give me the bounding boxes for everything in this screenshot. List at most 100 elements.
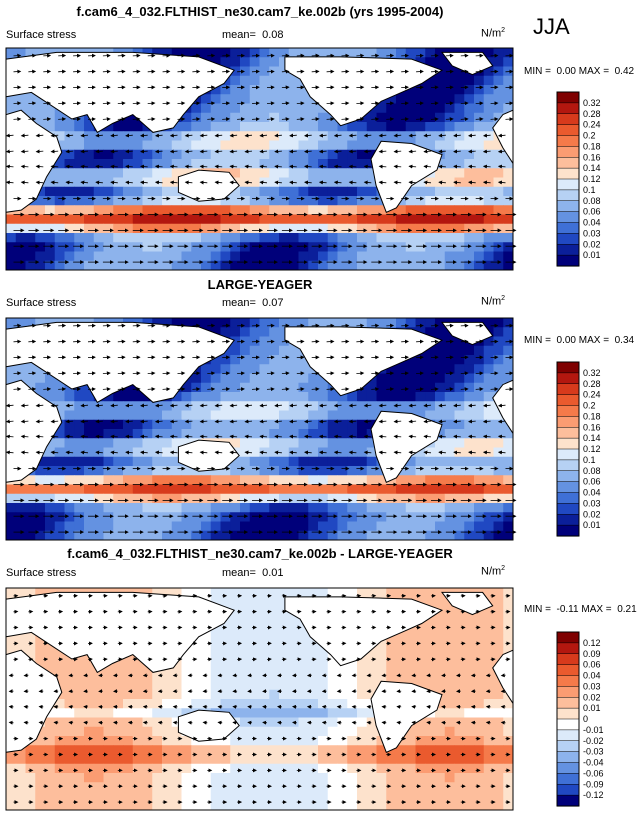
field-cell — [503, 726, 514, 737]
field-cell — [64, 745, 75, 755]
continent-outline — [177, 709, 240, 742]
field-cell — [454, 475, 465, 485]
field-cell — [84, 233, 95, 243]
field-cell — [493, 680, 504, 691]
stress-vector — [244, 149, 253, 154]
field-cell — [191, 419, 202, 430]
stress-vector — [371, 387, 380, 392]
stress-vector — [318, 164, 327, 169]
field-cell — [308, 717, 319, 728]
field-cell — [425, 597, 436, 607]
field-cell — [84, 745, 95, 755]
stress-vector — [274, 434, 282, 439]
stress-vector — [274, 180, 282, 185]
field-cell — [54, 512, 65, 522]
field-cell — [483, 214, 494, 225]
field-cell — [113, 214, 124, 225]
field-cell — [444, 122, 455, 132]
field-cell — [45, 438, 56, 448]
field-cell — [337, 708, 348, 718]
field-cell — [103, 447, 114, 458]
field-cell — [162, 168, 173, 178]
field-cell — [181, 260, 192, 271]
field-cell — [6, 103, 17, 114]
field-cell — [405, 260, 416, 271]
field-cell — [396, 260, 407, 271]
field-cell — [444, 530, 455, 541]
field-cell — [123, 689, 134, 700]
field-cell — [123, 521, 134, 532]
field-cell — [454, 419, 465, 430]
field-cell — [366, 689, 377, 700]
field-cell — [366, 318, 377, 328]
stress-vector — [5, 180, 14, 185]
field-cell — [6, 493, 17, 504]
field-cell — [415, 251, 426, 262]
field-cell — [210, 327, 221, 337]
field-cell — [269, 392, 280, 402]
field-cell — [45, 392, 56, 402]
field-cell — [171, 699, 182, 709]
field-cell — [435, 260, 446, 271]
field-cell — [454, 214, 465, 225]
field-cell — [298, 159, 309, 169]
field-cell — [74, 456, 85, 467]
field-cell — [405, 251, 416, 262]
field-cell — [386, 223, 397, 234]
field-cell — [279, 419, 290, 430]
stress-vector — [378, 403, 387, 408]
field-cell — [288, 662, 299, 672]
field-cell — [113, 456, 124, 467]
field-cell — [483, 382, 494, 393]
field-cell — [259, 680, 270, 691]
field-cell — [45, 242, 56, 252]
map-panel-1 — [5, 47, 517, 271]
field-cell — [15, 512, 26, 522]
stress-vector — [192, 387, 201, 392]
field-cell — [493, 251, 504, 262]
stress-vector — [348, 403, 357, 408]
field-cell — [318, 484, 329, 495]
field-cell — [201, 159, 212, 169]
field-cell — [230, 251, 241, 262]
field-cell — [435, 466, 446, 476]
field-cell — [201, 634, 212, 644]
field-cell — [25, 503, 36, 513]
field-cell — [425, 373, 436, 384]
field-cell — [6, 530, 17, 541]
field-cell — [152, 736, 163, 746]
field-cell — [240, 233, 251, 243]
field-cell — [474, 652, 485, 663]
field-cell — [337, 782, 348, 792]
field-cell — [444, 382, 455, 393]
field-cell — [220, 223, 231, 234]
field-cell — [298, 671, 309, 681]
stress-vector — [244, 164, 253, 169]
field-cell — [279, 260, 290, 271]
stress-vector — [304, 419, 312, 424]
field-cell — [142, 736, 153, 746]
field-cell — [6, 643, 17, 654]
field-cell — [308, 503, 319, 513]
stress-vector — [192, 117, 201, 122]
field-cell — [54, 503, 65, 513]
field-cell — [191, 159, 202, 169]
field-cell — [298, 588, 309, 598]
field-cell — [435, 364, 446, 374]
stress-vector — [304, 133, 312, 138]
field-cell — [454, 355, 465, 365]
field-cell — [405, 85, 416, 95]
field-cell — [503, 717, 514, 728]
field-cell — [503, 503, 514, 513]
field-cell — [25, 512, 36, 522]
stress-vector — [408, 450, 417, 455]
field-cell — [425, 493, 436, 504]
field-cell — [386, 364, 397, 374]
field-cell — [396, 392, 407, 402]
panel-3-variable: Surface stress — [6, 567, 77, 579]
field-cell — [93, 251, 104, 262]
field-cell — [474, 438, 485, 448]
field-cell — [259, 736, 270, 746]
stress-vector — [408, 180, 417, 185]
field-cell — [113, 782, 124, 792]
